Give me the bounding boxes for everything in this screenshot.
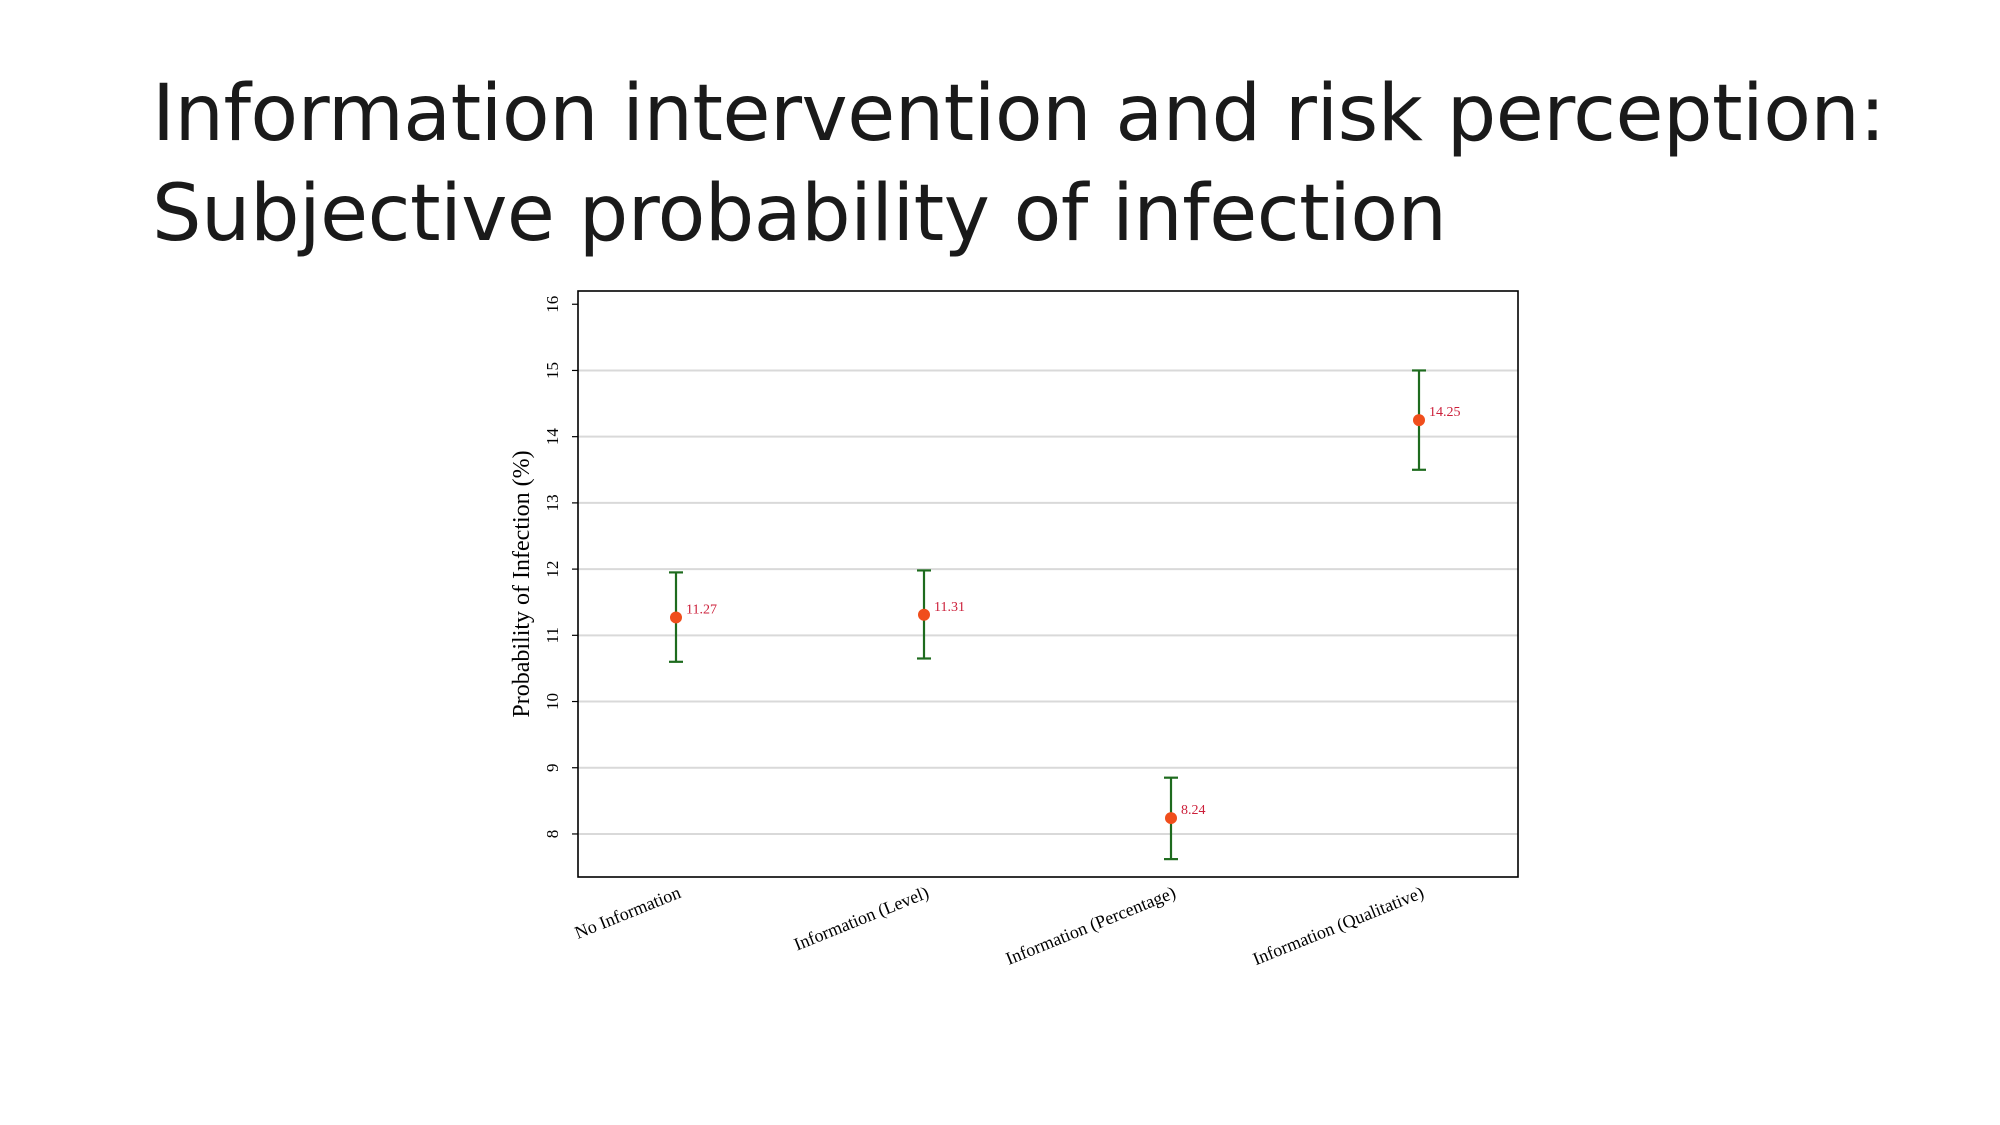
plot-frame (577, 290, 1519, 878)
y-tick-labels: 8 9 10 11 12 13 14 15 16 (543, 296, 578, 838)
data-point (670, 611, 682, 624)
data-label: 11.31 (934, 600, 965, 615)
y-tick-label: 13 (543, 494, 562, 511)
data-marks: 11.27 11.31 8.24 14.25 (669, 369, 1461, 861)
gridlines (578, 369, 1518, 835)
x-category-label: Information (Level) (791, 882, 932, 955)
data-point (1165, 812, 1177, 825)
y-tick-label: 8 (543, 830, 562, 839)
slide-title-line-1: Information intervention and risk percep… (152, 69, 1886, 159)
data-label: 14.25 (1429, 405, 1461, 420)
y-axis-title: Probability of Infection (%) (509, 450, 535, 717)
slide-title: Information intervention and risk percep… (152, 64, 1952, 264)
x-category-label: Information (Percentage) (1003, 882, 1179, 969)
y-tick-label: 10 (543, 693, 562, 710)
data-point (918, 608, 930, 621)
y-tick-label: 12 (543, 561, 562, 578)
y-tick-label: 9 (543, 763, 562, 772)
data-point (1413, 414, 1425, 427)
x-category-labels: No Information Information (Level) Informa… (572, 882, 1427, 970)
data-label: 8.24 (1181, 803, 1206, 818)
x-category-label: No Information (572, 882, 684, 943)
y-tick-label: 11 (543, 627, 562, 643)
data-label: 11.27 (686, 602, 717, 617)
y-tick-label: 16 (543, 296, 562, 313)
slide-title-line-2: Subjective probability of infection (152, 169, 1447, 259)
y-tick-label: 15 (543, 362, 562, 379)
x-category-label: Information (Qualitative) (1250, 882, 1427, 970)
y-tick-label: 14 (543, 428, 562, 446)
